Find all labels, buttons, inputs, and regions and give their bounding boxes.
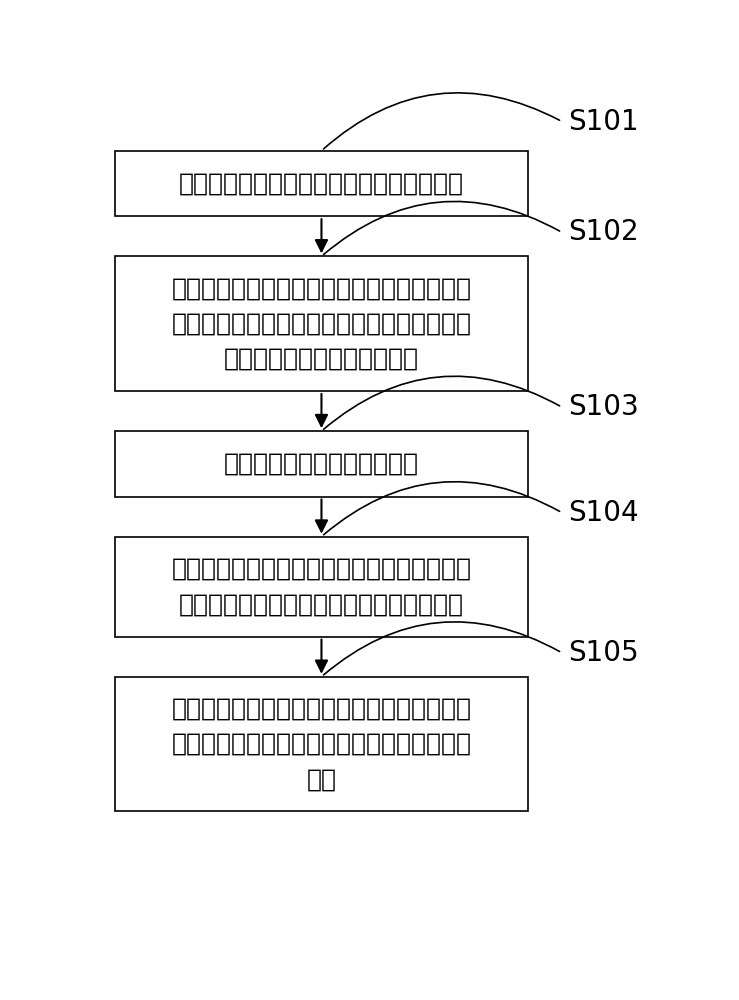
FancyBboxPatch shape bbox=[115, 677, 528, 811]
FancyBboxPatch shape bbox=[115, 537, 528, 637]
Text: S103: S103 bbox=[568, 393, 638, 421]
FancyBboxPatch shape bbox=[115, 151, 528, 216]
Text: 配置用于可靠性评估的测试电路的特性参数: 配置用于可靠性评估的测试电路的特性参数 bbox=[179, 172, 464, 196]
FancyBboxPatch shape bbox=[115, 256, 528, 391]
FancyBboxPatch shape bbox=[115, 431, 528, 497]
Text: S105: S105 bbox=[568, 639, 638, 667]
Text: 基于实验数据获取所述特性参数的应力趋势模
型，所述应力趋势模型用于表示所述特性参数
在不同应力之下的特性参数值: 基于实验数据获取所述特性参数的应力趋势模 型，所述应力趋势模型用于表示所述特性参… bbox=[171, 276, 471, 371]
Text: 在所述测试电路的电路模型中引入所述应力趋
势模型，得到所述测试电路的应力仿真数据: 在所述测试电路的电路模型中引入所述应力趋 势模型，得到所述测试电路的应力仿真数据 bbox=[171, 557, 471, 616]
Text: S104: S104 bbox=[568, 499, 638, 527]
Text: S102: S102 bbox=[568, 218, 638, 246]
Text: 基于所述测试电路的应力仿真数据，采用阿列
尼乌斯经验公式完成对所述测试电路的可靠性
评估: 基于所述测试电路的应力仿真数据，采用阿列 尼乌斯经验公式完成对所述测试电路的可靠… bbox=[171, 697, 471, 791]
Text: 建立所述测试电路的电路模型: 建立所述测试电路的电路模型 bbox=[224, 452, 419, 476]
Text: S101: S101 bbox=[568, 108, 638, 136]
